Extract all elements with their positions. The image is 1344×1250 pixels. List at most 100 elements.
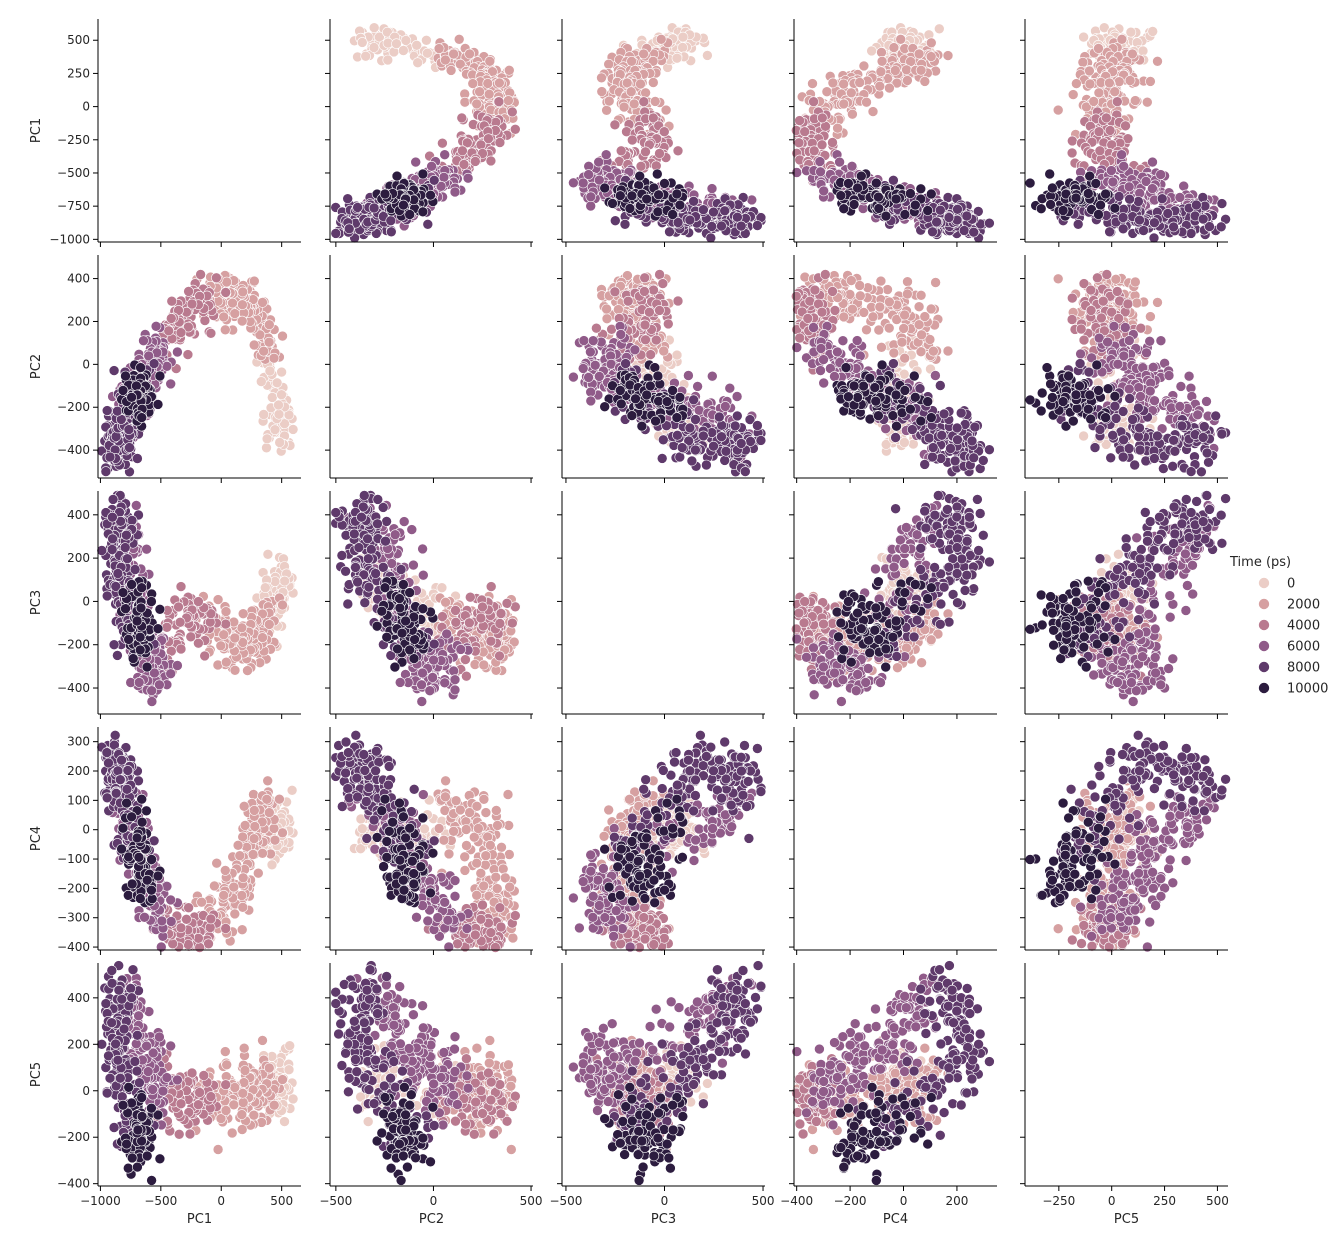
data-point bbox=[854, 290, 866, 302]
data-point bbox=[794, 115, 805, 126]
y-tick-label: 0 bbox=[82, 100, 90, 114]
data-point bbox=[438, 172, 450, 183]
data-point bbox=[220, 324, 231, 336]
data-point bbox=[807, 78, 818, 89]
data-point bbox=[874, 301, 886, 313]
data-point bbox=[456, 112, 468, 124]
data-point bbox=[952, 204, 963, 215]
data-point bbox=[603, 95, 615, 107]
data-point bbox=[1084, 78, 1096, 90]
data-point bbox=[1145, 76, 1156, 87]
data-point bbox=[815, 166, 826, 178]
data-point bbox=[417, 168, 429, 180]
data-point bbox=[913, 301, 925, 313]
data-point bbox=[928, 345, 939, 357]
data-point bbox=[672, 429, 683, 441]
data-point bbox=[261, 442, 272, 454]
data-point bbox=[596, 86, 608, 97]
data-point bbox=[650, 334, 662, 346]
data-point bbox=[400, 35, 412, 46]
data-point bbox=[1216, 198, 1228, 209]
data-point bbox=[1147, 183, 1158, 194]
data-point bbox=[117, 385, 129, 396]
data-point bbox=[651, 168, 663, 180]
data-point bbox=[674, 199, 686, 211]
data-point bbox=[815, 343, 827, 354]
data-point bbox=[601, 105, 612, 116]
data-point bbox=[398, 45, 409, 56]
data-point bbox=[899, 352, 911, 364]
data-point bbox=[266, 392, 278, 403]
data-point bbox=[1077, 56, 1089, 68]
data-point bbox=[609, 286, 621, 298]
data-point bbox=[739, 466, 751, 477]
data-point bbox=[183, 286, 194, 297]
data-point bbox=[816, 112, 828, 124]
data-point bbox=[866, 45, 877, 57]
data-point bbox=[100, 466, 112, 477]
data-point bbox=[626, 55, 637, 67]
data-point bbox=[867, 311, 879, 323]
data-point bbox=[615, 398, 627, 410]
data-point bbox=[132, 453, 143, 464]
data-point bbox=[873, 324, 885, 336]
data-point bbox=[827, 286, 838, 297]
data-point bbox=[706, 221, 718, 232]
data-point bbox=[220, 287, 231, 298]
data-point bbox=[615, 329, 627, 340]
data-point bbox=[276, 366, 287, 378]
data-point bbox=[175, 327, 187, 338]
data-point bbox=[641, 193, 653, 205]
data-point bbox=[469, 156, 481, 167]
data-point bbox=[227, 297, 238, 309]
data-point bbox=[634, 170, 646, 182]
data-point bbox=[273, 408, 285, 420]
data-point bbox=[1113, 191, 1125, 202]
data-point bbox=[1047, 182, 1058, 194]
panel-pc1-vs-pc2 bbox=[325, 19, 533, 247]
data-point bbox=[1084, 65, 1095, 77]
data-point bbox=[683, 370, 694, 381]
data-point bbox=[888, 347, 900, 359]
data-point bbox=[895, 33, 907, 45]
data-point bbox=[629, 344, 641, 356]
data-point bbox=[172, 346, 183, 358]
point-cloud bbox=[330, 22, 521, 244]
data-point bbox=[875, 275, 887, 287]
data-point bbox=[435, 181, 447, 192]
data-point bbox=[483, 133, 494, 144]
data-point bbox=[649, 96, 661, 107]
point-cloud bbox=[568, 269, 767, 478]
y-tick-label: 500 bbox=[67, 33, 90, 47]
data-point bbox=[690, 444, 701, 456]
data-point bbox=[603, 58, 615, 70]
data-point bbox=[120, 370, 131, 382]
data-point bbox=[927, 226, 938, 238]
data-point bbox=[899, 437, 910, 448]
data-point bbox=[483, 88, 495, 100]
data-point bbox=[1215, 221, 1227, 233]
data-point bbox=[461, 137, 473, 149]
data-point bbox=[195, 269, 206, 280]
data-point bbox=[654, 305, 665, 316]
data-point bbox=[790, 290, 802, 302]
data-point bbox=[1093, 87, 1105, 99]
data-point bbox=[1094, 145, 1106, 157]
data-point bbox=[1104, 226, 1115, 238]
data-point bbox=[677, 31, 689, 43]
data-point bbox=[599, 401, 611, 413]
y-axis-title: PC1 bbox=[29, 118, 44, 143]
data-point bbox=[506, 106, 518, 118]
data-point bbox=[1112, 96, 1123, 107]
data-point bbox=[509, 124, 521, 135]
data-point bbox=[799, 126, 811, 137]
data-point bbox=[942, 345, 954, 357]
data-point bbox=[440, 54, 451, 66]
data-point bbox=[596, 72, 607, 84]
data-point bbox=[368, 42, 380, 53]
data-point bbox=[417, 206, 429, 218]
data-point bbox=[1100, 188, 1111, 200]
data-point bbox=[961, 210, 973, 222]
data-point bbox=[915, 65, 927, 76]
data-point bbox=[622, 295, 634, 307]
